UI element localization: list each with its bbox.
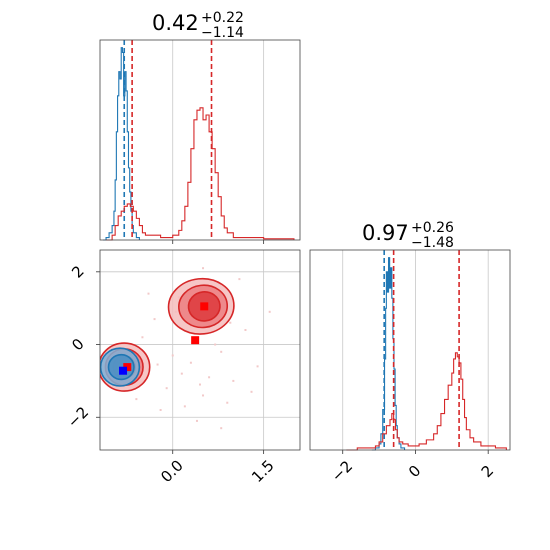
scatter-point [183,405,186,408]
scatter-point [220,350,223,353]
panel-bottom-right-histogram: −2 0 2 [309,249,511,485]
scatter-point [153,318,156,321]
hist-series-0 [371,257,406,451]
scatter-point [141,336,144,339]
truth-marker-1 [191,336,200,345]
title-bottom-right: 0.97 [362,221,409,245]
panel-frame [99,39,301,241]
truth-marker-3 [119,366,128,375]
panel-bottom-left-contour: 0.0 1.5 −2 0 2 [64,249,301,486]
scatter-point [165,387,168,390]
x-tick-label: 0.0 [157,456,187,486]
scatter-point [180,372,183,375]
panel-frame [309,249,511,451]
scatter-point [189,361,192,364]
scatter-point [229,321,232,324]
scatter-point [171,354,174,357]
x-tick-label: 2 [478,462,497,481]
scatter-point [220,427,223,430]
scatter-point [135,398,138,401]
title-top-left-sup: +0.22 [201,10,244,26]
title-bottom-right-sub: −1.48 [411,235,454,251]
x-tick-label: 0 [405,462,424,481]
scatter-point [202,267,205,270]
panel-frame [99,249,301,451]
title-bottom-right-sup: +0.26 [411,220,454,236]
scatter-point [268,310,271,313]
y-tick-label: −2 [64,403,92,431]
scatter-point [226,401,229,404]
x-tick-label: −2 [328,457,356,485]
panel-top-left-histogram [99,39,301,244]
hist-series-1 [346,352,507,451]
truth-marker-2 [123,363,132,372]
title-top-left: 0.42 [152,11,199,35]
scatter-point [232,379,235,382]
y-tick-label: 2 [68,262,87,281]
scatter-point [159,409,162,411]
scatter-point [256,365,259,368]
scatter-point [202,394,205,397]
scatter-point [208,376,211,379]
y-tick-label: 0 [68,335,87,354]
scatter-point [244,329,247,331]
hist-series-1 [106,107,295,241]
scatter-point [214,343,217,346]
truth-marker-0 [200,302,209,311]
contour-area [100,267,271,430]
scatter-point [147,292,150,295]
title-top-left-sub: −1.14 [201,25,244,41]
scatter-point [250,390,253,393]
scatter-point [156,363,159,366]
scatter-point [195,419,198,422]
scatter-point [238,278,241,281]
x-tick-label: 1.5 [248,456,278,486]
scatter-point [199,383,201,386]
